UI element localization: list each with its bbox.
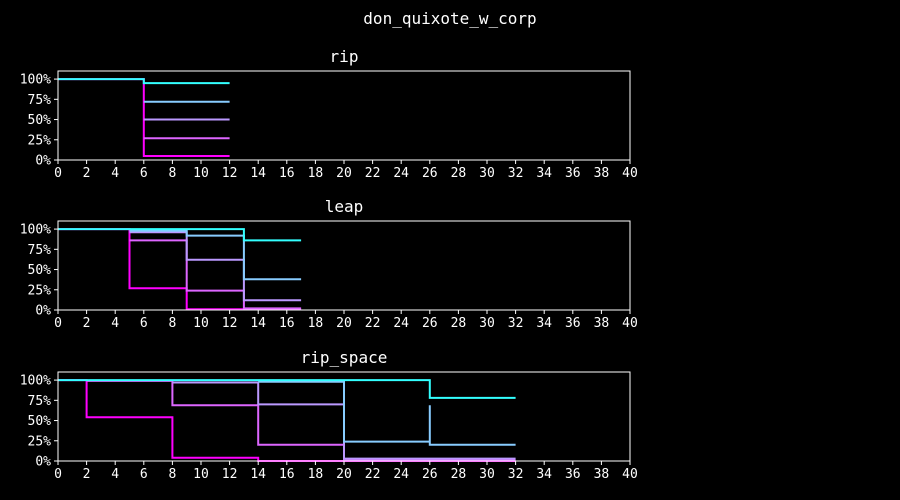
x-tick-label: 36	[565, 467, 581, 482]
series-line-1	[129, 239, 302, 310]
y-tick-label: 25%	[28, 283, 52, 298]
x-tick-label: 20	[336, 166, 352, 181]
y-tick-label: 50%	[28, 263, 52, 278]
x-tick-label: 34	[536, 166, 552, 181]
x-tick-label: 28	[451, 166, 467, 181]
x-tick-label: 6	[140, 316, 148, 331]
x-tick-label: 22	[365, 316, 381, 331]
x-tick-label: 40	[622, 166, 638, 181]
x-tick-label: 2	[83, 166, 91, 181]
x-tick-label: 2	[83, 467, 91, 482]
x-tick-label: 0	[54, 166, 62, 181]
y-tick-label: 100%	[20, 73, 51, 88]
y-tick-label: 75%	[28, 394, 52, 409]
x-tick-label: 16	[279, 166, 295, 181]
x-tick-label: 36	[565, 316, 581, 331]
y-tick-label: 0%	[35, 154, 51, 169]
series-line-4	[58, 228, 302, 242]
x-tick-label: 24	[393, 467, 409, 482]
x-tick-label: 18	[308, 166, 324, 181]
y-tick-label: 0%	[35, 304, 51, 319]
y-tick-label: 50%	[28, 414, 52, 429]
panel-title: rip	[330, 47, 359, 66]
x-tick-label: 20	[336, 316, 352, 331]
figure-title: don_quixote_w_corp	[363, 9, 536, 28]
x-tick-label: 2	[83, 316, 91, 331]
x-tick-label: 4	[111, 467, 119, 482]
series-line-0	[58, 78, 230, 157]
x-tick-label: 22	[365, 467, 381, 482]
panel-title: rip_space	[301, 348, 388, 367]
series-line-2	[172, 381, 516, 460]
x-tick-label: 6	[140, 166, 148, 181]
y-tick-label: 75%	[28, 93, 52, 108]
x-tick-label: 6	[140, 467, 148, 482]
x-tick-label: 28	[451, 467, 467, 482]
x-tick-label: 10	[193, 467, 209, 482]
x-tick-label: 14	[250, 166, 266, 181]
x-tick-label: 0	[54, 467, 62, 482]
series-line-3	[258, 380, 516, 446]
x-tick-label: 24	[393, 316, 409, 331]
x-tick-label: 32	[508, 467, 524, 482]
x-tick-label: 8	[168, 316, 176, 331]
x-tick-label: 4	[111, 166, 119, 181]
series-line-4	[58, 379, 516, 399]
x-tick-label: 26	[422, 467, 438, 482]
y-tick-label: 25%	[28, 133, 52, 148]
series-line-4	[58, 78, 230, 85]
x-tick-label: 18	[308, 467, 324, 482]
x-tick-label: 4	[111, 316, 119, 331]
x-tick-label: 18	[308, 316, 324, 331]
x-tick-label: 30	[479, 467, 495, 482]
series-line-2	[129, 231, 302, 302]
x-tick-label: 16	[279, 316, 295, 331]
x-tick-label: 12	[222, 467, 238, 482]
series-line-1	[86, 379, 516, 462]
series-line-3	[129, 229, 302, 281]
x-tick-label: 38	[594, 316, 610, 331]
x-tick-label: 40	[622, 467, 638, 482]
x-tick-label: 28	[451, 316, 467, 331]
y-tick-label: 50%	[28, 113, 52, 128]
series-line-0	[58, 379, 516, 462]
x-tick-label: 10	[193, 166, 209, 181]
x-tick-label: 8	[168, 467, 176, 482]
x-tick-label: 30	[479, 316, 495, 331]
plot-frame	[57, 220, 631, 311]
x-tick-label: 32	[508, 316, 524, 331]
x-tick-label: 16	[279, 467, 295, 482]
x-tick-label: 34	[536, 316, 552, 331]
x-tick-label: 26	[422, 166, 438, 181]
y-tick-label: 75%	[28, 243, 52, 258]
x-tick-label: 26	[422, 316, 438, 331]
x-tick-label: 10	[193, 316, 209, 331]
x-tick-label: 22	[365, 166, 381, 181]
x-tick-label: 38	[594, 166, 610, 181]
x-tick-label: 30	[479, 166, 495, 181]
y-tick-label: 100%	[20, 223, 51, 238]
x-tick-label: 32	[508, 166, 524, 181]
x-tick-label: 40	[622, 316, 638, 331]
y-tick-label: 25%	[28, 434, 52, 449]
x-tick-label: 14	[250, 316, 266, 331]
panel-title: leap	[325, 197, 364, 216]
x-tick-label: 24	[393, 166, 409, 181]
x-tick-label: 38	[594, 467, 610, 482]
x-tick-label: 20	[336, 467, 352, 482]
x-tick-label: 12	[222, 166, 238, 181]
x-tick-label: 12	[222, 316, 238, 331]
x-tick-label: 36	[565, 166, 581, 181]
x-tick-label: 8	[168, 166, 176, 181]
x-tick-label: 0	[54, 316, 62, 331]
x-tick-label: 14	[250, 467, 266, 482]
x-tick-label: 34	[536, 467, 552, 482]
y-tick-label: 100%	[20, 374, 51, 389]
y-tick-label: 0%	[35, 455, 51, 470]
